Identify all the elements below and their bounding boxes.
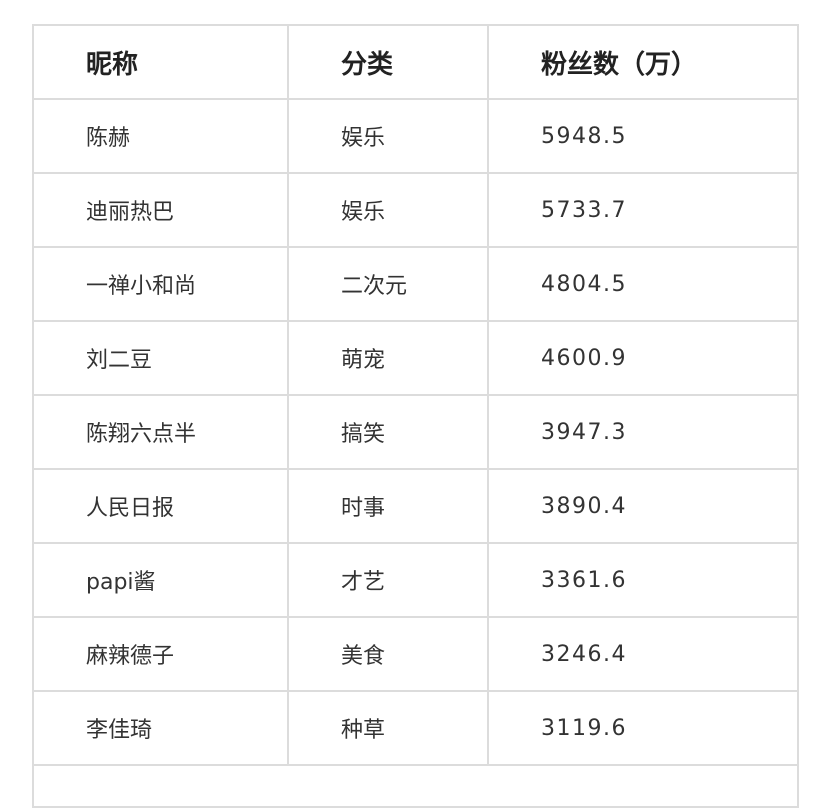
- table-row: 麻辣德子 美食 3246.4: [32, 616, 799, 692]
- nickname-cell: 麻辣德子: [32, 616, 289, 692]
- fans-cell: 4600.9: [487, 320, 799, 396]
- fans-cell: 3890.4: [487, 468, 799, 544]
- nickname-cell: papi酱: [32, 542, 289, 618]
- table-row-empty: [32, 764, 799, 808]
- header-fans: 粉丝数（万）: [487, 24, 799, 100]
- table-row: 一禅小和尚 二次元 4804.5: [32, 246, 799, 322]
- table-row: 刘二豆 萌宠 4600.9: [32, 320, 799, 396]
- table-row: 迪丽热巴 娱乐 5733.7: [32, 172, 799, 248]
- table-row: 李佳琦 种草 3119.6: [32, 690, 799, 766]
- category-cell: 时事: [287, 468, 489, 544]
- nickname-cell: 迪丽热巴: [32, 172, 289, 248]
- fans-cell: 3119.6: [487, 690, 799, 766]
- category-cell: 萌宠: [287, 320, 489, 396]
- header-nickname: 昵称: [32, 24, 289, 100]
- header-category: 分类: [287, 24, 489, 100]
- fans-ranking-table: 昵称 分类 粉丝数（万） 陈赫 娱乐 5948.5 迪丽热巴 娱乐 5733.7 一禅小和尚…: [32, 24, 799, 808]
- table-row: 人民日报 时事 3890.4: [32, 468, 799, 544]
- category-cell: 娱乐: [287, 172, 489, 248]
- category-cell: 种草: [287, 690, 489, 766]
- fans-cell: 3947.3: [487, 394, 799, 470]
- category-cell: 才艺: [287, 542, 489, 618]
- category-cell: 搞笑: [287, 394, 489, 470]
- table-row: 陈翔六点半 搞笑 3947.3: [32, 394, 799, 470]
- fans-cell: 3246.4: [487, 616, 799, 692]
- nickname-cell: 刘二豆: [32, 320, 289, 396]
- fans-cell: 4804.5: [487, 246, 799, 322]
- table-header-row: 昵称 分类 粉丝数（万）: [32, 24, 799, 100]
- fans-cell: 5733.7: [487, 172, 799, 248]
- nickname-cell: 人民日报: [32, 468, 289, 544]
- category-cell: 二次元: [287, 246, 489, 322]
- empty-cell: [32, 764, 799, 808]
- fans-cell: 3361.6: [487, 542, 799, 618]
- category-cell: 美食: [287, 616, 489, 692]
- nickname-cell: 李佳琦: [32, 690, 289, 766]
- nickname-cell: 陈赫: [32, 98, 289, 174]
- table-row: papi酱 才艺 3361.6: [32, 542, 799, 618]
- fans-cell: 5948.5: [487, 98, 799, 174]
- nickname-cell: 一禅小和尚: [32, 246, 289, 322]
- table-row: 陈赫 娱乐 5948.5: [32, 98, 799, 174]
- category-cell: 娱乐: [287, 98, 489, 174]
- nickname-cell: 陈翔六点半: [32, 394, 289, 470]
